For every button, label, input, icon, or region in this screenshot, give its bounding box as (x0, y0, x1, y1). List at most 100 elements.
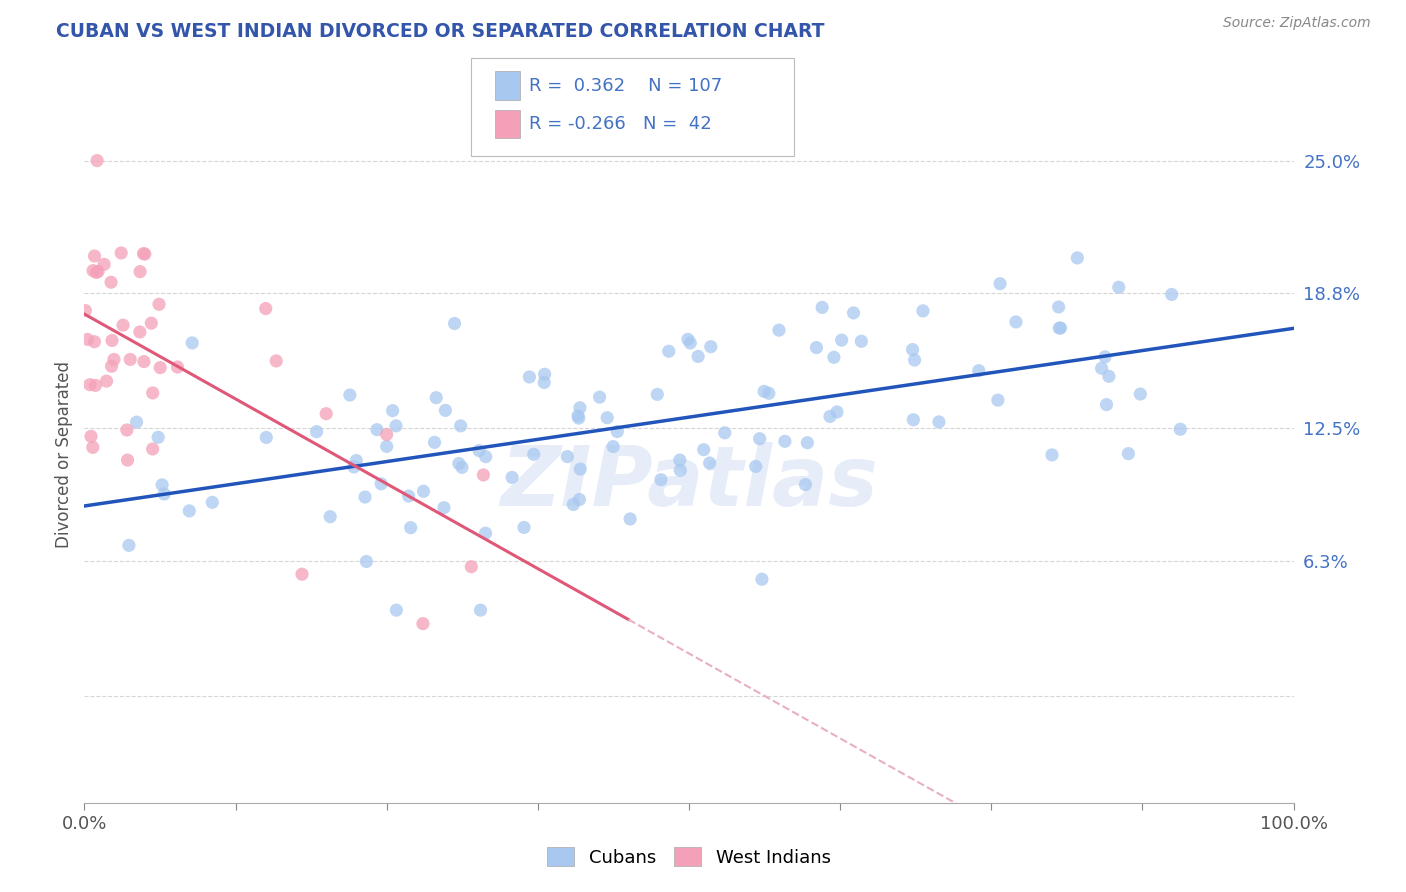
Point (1098, 369, 1121, 384)
Point (76, 333, 98, 347)
Point (153, 487, 176, 501)
Point (472, 467, 495, 482)
Point (142, 386, 165, 401)
Point (751, 572, 773, 586)
Point (468, 443, 491, 458)
Point (82, 441, 104, 455)
Point (291, 567, 314, 582)
Point (450, 418, 472, 433)
Point (752, 384, 775, 399)
Point (501, 470, 523, 484)
Point (434, 403, 457, 417)
Y-axis label: Divorced or Separated: Divorced or Separated (55, 361, 73, 549)
Point (447, 457, 470, 471)
Point (1095, 398, 1118, 412)
Point (744, 459, 766, 474)
Point (523, 447, 546, 461)
Point (79, 377, 101, 392)
Point (451, 460, 474, 475)
Point (412, 616, 434, 631)
Point (474, 526, 496, 541)
Point (567, 409, 589, 423)
Point (1049, 321, 1071, 335)
Point (806, 341, 828, 355)
Point (96, 374, 118, 388)
Text: ZIPatlas: ZIPatlas (501, 442, 877, 524)
Point (619, 512, 641, 526)
Point (423, 435, 446, 450)
Point (118, 538, 141, 552)
Point (557, 450, 579, 464)
Point (264, 354, 287, 368)
Text: CUBAN VS WEST INDIAN DIVORCED OR SEPARATED CORRELATION CHART: CUBAN VS WEST INDIAN DIVORCED OR SEPARAT… (56, 22, 825, 41)
Point (568, 411, 591, 425)
Point (796, 435, 818, 450)
Point (1118, 447, 1140, 461)
Point (100, 359, 122, 374)
Point (533, 368, 555, 382)
Point (1094, 350, 1116, 364)
Point (129, 265, 152, 279)
Point (398, 489, 420, 503)
Point (713, 425, 735, 440)
Point (1040, 448, 1063, 462)
Point (794, 477, 817, 491)
Point (519, 370, 541, 384)
Point (425, 391, 447, 405)
Point (831, 333, 853, 347)
Point (1091, 361, 1114, 376)
Point (132, 246, 155, 260)
Point (967, 364, 990, 378)
Point (1005, 315, 1028, 329)
Point (87, 264, 110, 278)
Point (148, 297, 170, 311)
Point (568, 401, 591, 415)
Point (375, 439, 398, 453)
Point (903, 413, 925, 427)
Point (142, 442, 165, 456)
Point (568, 492, 591, 507)
Point (1129, 387, 1152, 401)
Point (381, 403, 404, 417)
Point (84, 378, 107, 392)
Point (254, 430, 277, 444)
Legend: Cubans, West Indians: Cubans, West Indians (540, 840, 838, 874)
Point (669, 453, 692, 467)
Point (1047, 300, 1070, 314)
Point (146, 430, 169, 444)
Point (768, 323, 790, 337)
Point (688, 350, 710, 364)
Point (851, 334, 873, 349)
Point (117, 453, 139, 467)
Point (412, 484, 434, 499)
Point (588, 390, 610, 404)
Point (103, 352, 125, 367)
Point (132, 354, 155, 368)
Point (433, 500, 456, 515)
Point (658, 344, 681, 359)
Point (596, 410, 619, 425)
Point (83, 334, 105, 349)
Point (569, 462, 592, 476)
Point (101, 334, 124, 348)
Point (86, 153, 108, 168)
Point (692, 442, 714, 457)
Point (375, 427, 398, 442)
Point (344, 453, 367, 467)
Point (179, 504, 201, 518)
Point (903, 353, 925, 368)
Point (343, 459, 366, 474)
Point (150, 478, 173, 492)
Point (443, 317, 465, 331)
Text: Source: ZipAtlas.com: Source: ZipAtlas.com (1223, 16, 1371, 30)
Point (149, 360, 172, 375)
Point (901, 343, 924, 357)
Point (1047, 321, 1070, 335)
Point (700, 340, 723, 354)
Point (823, 351, 845, 365)
Point (75, 303, 97, 318)
Point (811, 301, 834, 315)
Point (748, 432, 770, 446)
Point (181, 335, 204, 350)
Point (1168, 422, 1191, 436)
